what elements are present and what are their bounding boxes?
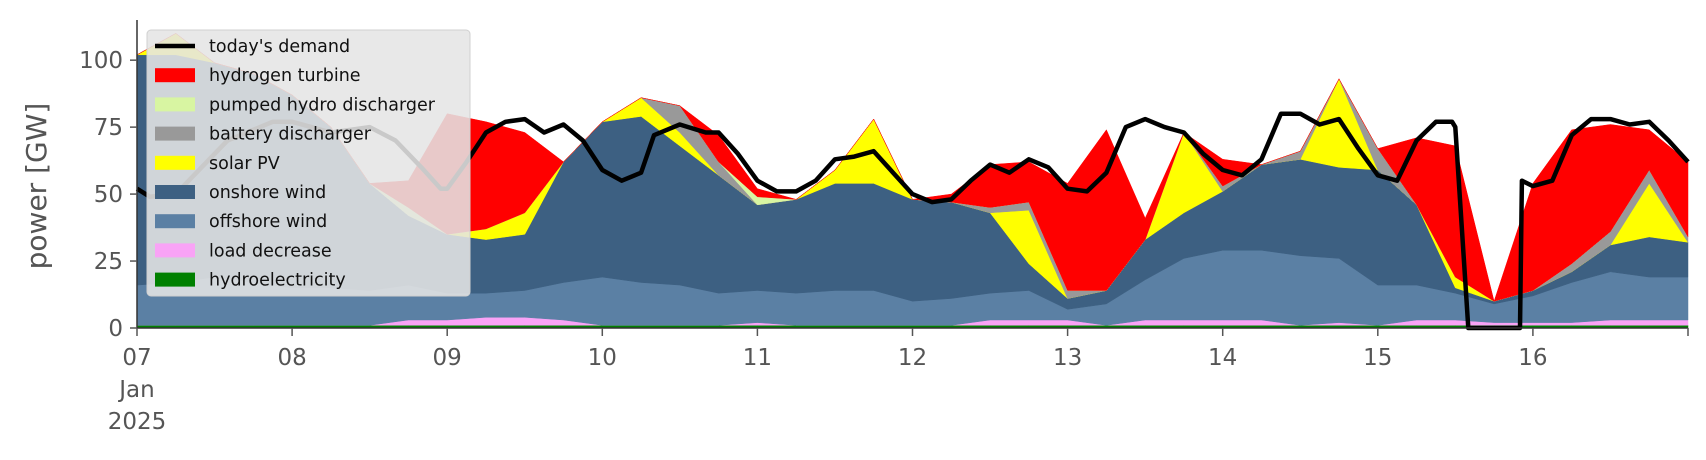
legend-battery-discharger-swatch	[155, 126, 195, 141]
y-axis-label: power [GW]	[20, 103, 53, 270]
legend-load-decrease-label: load decrease	[209, 241, 332, 261]
legend-hydroelectricity-swatch	[155, 272, 195, 287]
x-tick-label: 12	[898, 345, 927, 371]
legend-box	[146, 29, 471, 297]
y-tick-label: 25	[94, 249, 123, 275]
legend-onshore-wind-swatch	[155, 185, 195, 199]
legend-hydrogen-turbine-label: hydrogen turbine	[209, 66, 361, 86]
legend-solar-pv-swatch	[155, 155, 195, 170]
legend-pumped-hydro-discharger-label: pumped hydro discharger	[209, 95, 436, 115]
y-tick-label: 100	[79, 48, 123, 74]
legend[interactable]: today's demand hydrogen turbine pumped hyd…	[146, 29, 471, 297]
axes: 0 25 50 75 100 07 Jan 2025 08 09 10 11 12 13 14 15 16	[79, 20, 1689, 435]
y-tick-label: 75	[94, 115, 123, 141]
x-tick-label: 11	[743, 345, 772, 371]
x-tick-label: 09	[433, 345, 462, 371]
x-tick-label: 10	[588, 345, 617, 371]
legend-hydrogen-turbine-swatch	[155, 68, 195, 83]
x-tick-label: 07 Jan 2025	[108, 345, 167, 435]
legend-solar-pv-label: solar PV	[209, 154, 280, 174]
x-tick-label: 15	[1363, 345, 1392, 371]
legend-onshore-wind-label: onshore wind	[209, 183, 326, 203]
x-tick-label: 08	[277, 345, 306, 371]
legend-hydroelectricity-label: hydroelectricity	[209, 271, 346, 291]
x-tick-label: 13	[1053, 345, 1082, 371]
legend-offshore-wind-label: offshore wind	[209, 212, 327, 232]
legend-battery-discharger-label: battery discharger	[209, 125, 372, 145]
y-tick-label: 50	[94, 182, 123, 208]
legend-offshore-wind-swatch	[155, 214, 195, 229]
x-tick-label: 14	[1208, 345, 1237, 371]
x-tick-label: 16	[1518, 345, 1547, 371]
legend-pumped-hydro-discharger-swatch	[155, 97, 195, 112]
legend-load-decrease-swatch	[155, 243, 195, 258]
y-tick-label: 0	[108, 316, 123, 342]
legend-today-s-demand-label: today's demand	[209, 37, 350, 57]
